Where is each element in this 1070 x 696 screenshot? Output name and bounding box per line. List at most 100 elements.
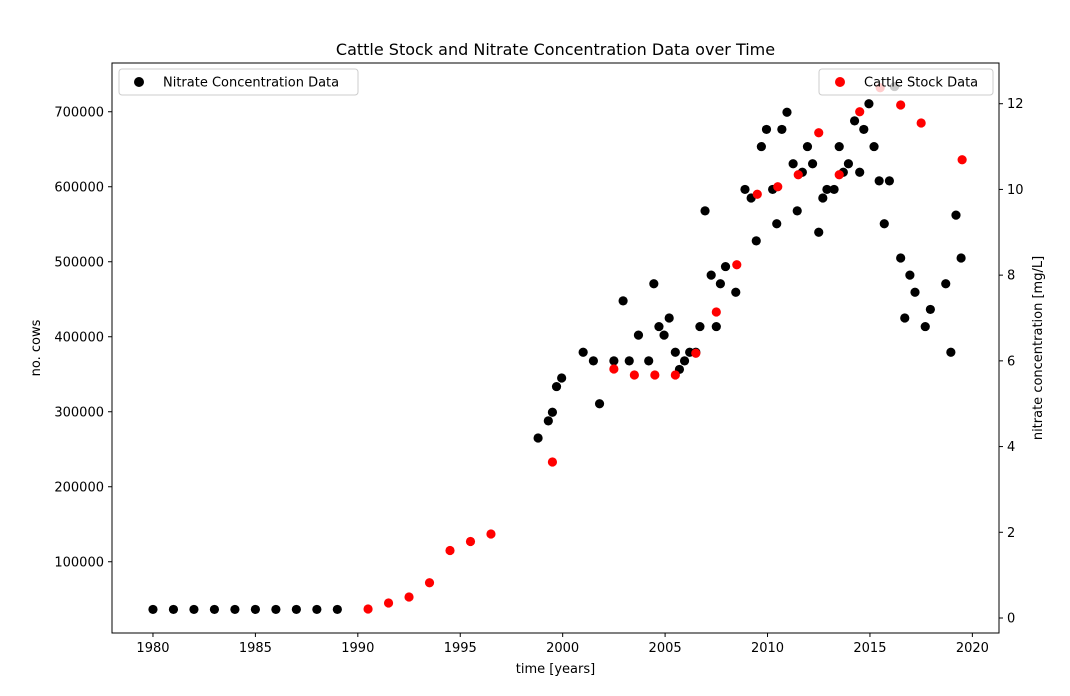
cattle-data-point (404, 592, 414, 602)
y-left-tick-label: 300000 (54, 405, 104, 420)
nitrate-data-point (920, 321, 930, 332)
nitrate-data-point (624, 356, 634, 366)
y-right-axis-label: nitrate concentration [mg/L] (1031, 256, 1046, 440)
x-tick-label: 2010 (751, 641, 784, 656)
nitrate-data-point (818, 193, 828, 203)
nitrate-data-point (829, 184, 839, 195)
nitrate-data-point (864, 99, 874, 109)
nitrate-data-point (740, 184, 750, 195)
cattle-data-point (773, 182, 783, 192)
legend-left-label: Nitrate Concentration Data (163, 76, 339, 91)
legend-left-frame (118, 68, 359, 96)
nitrate-data-point (874, 176, 884, 186)
nitrate-data-point (869, 141, 879, 152)
plot-area (111, 62, 1000, 634)
nitrate-data-point (802, 141, 813, 152)
y-left-tick-label: 600000 (54, 180, 104, 195)
nitrate-data-point (189, 604, 199, 615)
legend-right-marker (835, 77, 845, 87)
nitrate-data-point (879, 219, 889, 229)
y-left-tick-label: 400000 (54, 330, 104, 345)
cattle-data-point (711, 307, 721, 317)
cattle-data-point (793, 170, 803, 180)
cattle-data-point (834, 170, 844, 180)
y-left-tick-label: 500000 (54, 255, 104, 270)
nitrate-data-point (896, 253, 906, 263)
nitrate-data-point (578, 347, 588, 357)
nitrate-data-point (720, 261, 731, 272)
y-right-tick-label: 12 (1007, 97, 1024, 112)
y-right-tick-label: 2 (1007, 526, 1015, 541)
x-tick-label: 1985 (239, 641, 272, 656)
nitrate-data-point (706, 270, 716, 280)
nitrate-data-point (679, 356, 690, 366)
legend-right-label: Cattle Stock Data (864, 76, 978, 91)
cattle-data-point (896, 100, 906, 110)
nitrate-data-point (332, 604, 342, 615)
nitrate-data-point (230, 604, 240, 615)
cattle-series (363, 83, 967, 614)
x-tick-label: 1995 (444, 641, 477, 656)
cattle-data-point (424, 578, 435, 588)
nitrate-data-point (834, 141, 844, 152)
cattle-data-point (383, 598, 394, 608)
nitrate-data-point (792, 206, 802, 216)
nitrate-data-point (695, 321, 705, 332)
nitrate-data-point (618, 296, 628, 306)
cattle-data-point (957, 155, 967, 165)
x-axis: 1980 1985 1990 1995 2000 2005 2010 2015 2020 (136, 633, 989, 656)
nitrate-data-point (250, 604, 260, 615)
x-tick-label: 2005 (649, 641, 682, 656)
cattle-data-point (732, 260, 742, 270)
y-right-tick-label: 10 (1007, 183, 1024, 198)
nitrate-data-point (533, 433, 543, 443)
nitrate-data-point (910, 287, 920, 297)
nitrate-data-point (956, 253, 966, 263)
nitrate-data-point (557, 373, 567, 383)
nitrate-data-point (859, 124, 869, 135)
cattle-data-point (855, 107, 865, 117)
nitrate-data-point (209, 604, 220, 615)
y-left-axis-label: no. cows (29, 319, 44, 376)
x-axis-label: time [years] (516, 662, 595, 677)
nitrate-data-point (900, 313, 910, 323)
y-right-tick-label: 8 (1007, 269, 1015, 284)
nitrate-data-point (654, 321, 664, 332)
nitrate-data-point (849, 116, 860, 126)
nitrate-data-point (777, 124, 787, 135)
legend-right-frame (818, 68, 994, 96)
nitrate-data-point (946, 347, 956, 357)
nitrate-data-point (700, 206, 710, 216)
nitrate-data-point (670, 347, 680, 357)
nitrate-data-point (925, 304, 935, 315)
x-tick-label: 2015 (853, 641, 886, 656)
y-left-tick-label: 700000 (54, 105, 104, 120)
nitrate-data-point (609, 356, 619, 366)
cattle-data-point (814, 128, 824, 138)
nitrate-data-point (711, 321, 721, 332)
y-right-tick-label: 6 (1007, 354, 1015, 369)
nitrate-data-point (148, 604, 158, 615)
cattle-data-point (465, 536, 476, 547)
nitrate-data-point (941, 279, 951, 289)
nitrate-data-point (588, 356, 598, 366)
nitrate-data-point (649, 279, 659, 289)
nitrate-data-point (951, 210, 961, 220)
nitrate-data-point (644, 356, 654, 366)
x-tick-label: 1990 (341, 641, 374, 656)
y-right-tick-label: 4 (1007, 440, 1015, 455)
cattle-data-point (629, 370, 639, 380)
nitrate-data-point (855, 167, 865, 177)
cattle-data-point (691, 348, 701, 358)
nitrate-data-point (822, 184, 832, 195)
legend-right: Cattle Stock Data (818, 68, 994, 96)
cattle-data-point (916, 118, 926, 128)
cattle-data-point (752, 189, 762, 199)
nitrate-data-point (782, 107, 792, 117)
nitrate-data-point (543, 416, 553, 426)
nitrate-data-point (312, 604, 322, 615)
nitrate-data-point (843, 159, 854, 169)
nitrate-data-point (751, 236, 761, 246)
cattle-data-point (670, 370, 680, 380)
